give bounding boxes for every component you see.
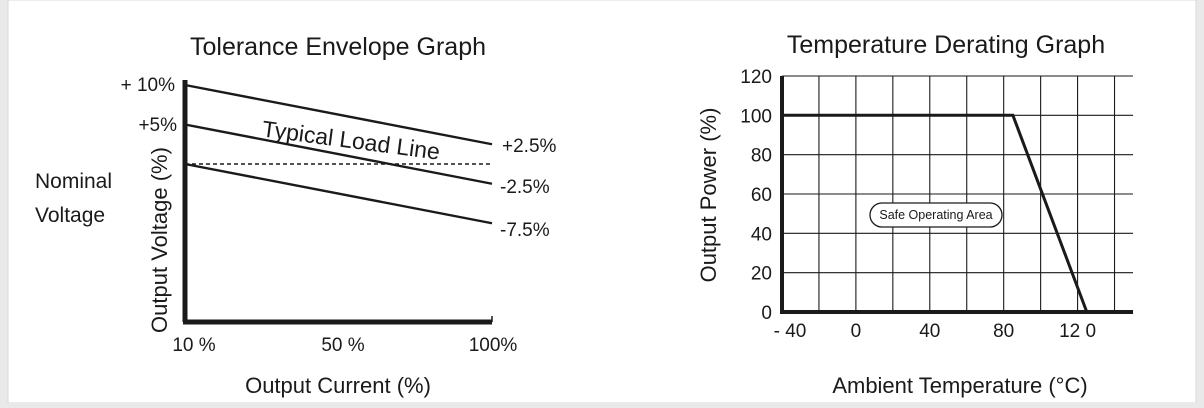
right-label-minus2-5: -2.5% <box>500 177 550 198</box>
right-x-tick-label: 40 <box>919 321 940 342</box>
safe-operating-area-badge: Safe Operating Area <box>869 202 1003 228</box>
temperature-derating-chart: Temperature Derating Graph Output Power … <box>696 31 1133 398</box>
right-y-tick-label: 40 <box>751 224 772 245</box>
right-y-axis-title: Output Power (%) <box>696 108 721 283</box>
right-x-tick-label: 80 <box>993 321 1014 342</box>
derating-curve <box>782 113 1089 313</box>
typical-load-line <box>184 123 493 185</box>
right-label-plus2-5: +2.5% <box>502 136 557 157</box>
right-x-axis-title: Ambient Temperature (°C) <box>832 373 1087 398</box>
right-chart-title: Temperature Derating Graph <box>787 31 1105 59</box>
right-plot-area <box>782 113 1089 313</box>
right-label-minus7-5: -7.5% <box>500 220 550 241</box>
nominal-label: Nominal <box>35 170 112 193</box>
right-x-tick-label: - 40 <box>774 321 807 342</box>
safe-operating-area-pill <box>869 202 1003 228</box>
right-y-tick-label: 0 <box>761 303 772 324</box>
left-chart-title: Tolerance Envelope Graph <box>190 33 486 61</box>
left-x-tick-50: 50 % <box>321 335 364 356</box>
left-plot-area <box>182 80 493 325</box>
voltage-label: Voltage <box>35 204 105 227</box>
right-y-tick-label: 120 <box>740 67 772 88</box>
left-label-plus10: + 10% <box>121 75 176 96</box>
right-x-tick-label: 12 0 <box>1059 321 1096 342</box>
left-x-tick-10: 10 % <box>172 335 215 356</box>
right-y-tick-label: 100 <box>740 106 772 127</box>
right-y-tick-label: 80 <box>751 146 772 167</box>
lower-tolerance-line <box>184 162 493 225</box>
upper-tolerance-line <box>184 83 493 146</box>
right-y-tick-label: 20 <box>751 264 772 285</box>
right-y-tick-label: 60 <box>751 185 772 206</box>
left-label-plus5: +5% <box>138 115 177 136</box>
white-panel <box>7 0 1197 404</box>
left-x-tick-100: 100% <box>469 335 518 356</box>
left-y-axis-title: Output Voltage (%) <box>147 147 172 333</box>
safe-operating-area-label: Safe Operating Area <box>879 208 992 222</box>
left-x-axis-title: Output Current (%) <box>245 373 431 398</box>
right-x-tick-label: 0 <box>851 321 862 342</box>
